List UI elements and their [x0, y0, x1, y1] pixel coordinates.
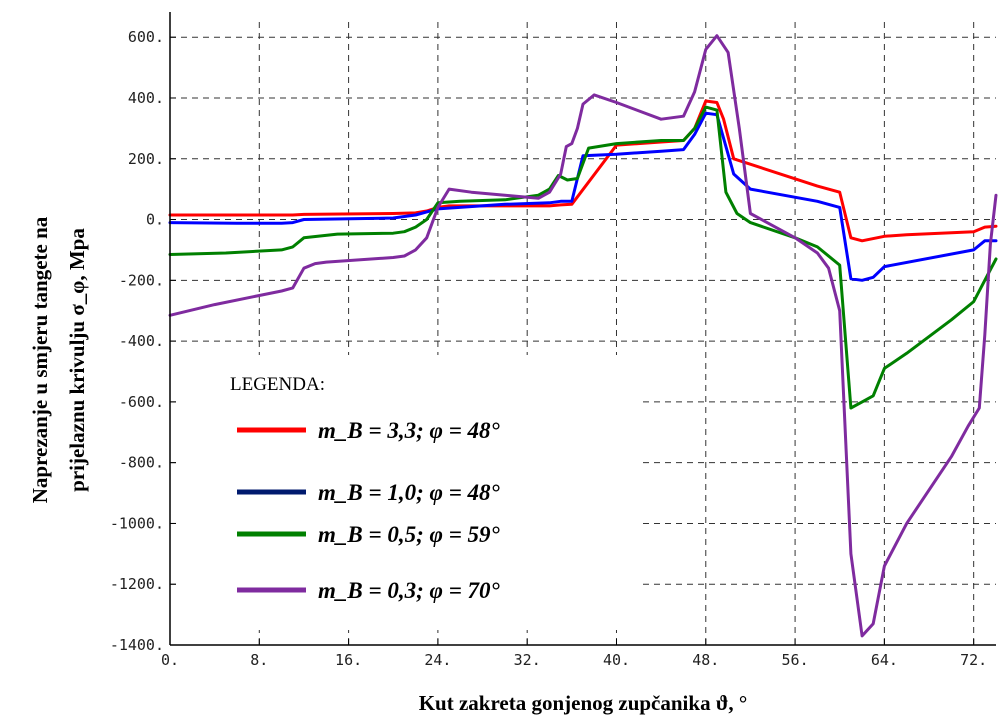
legend-items: m_B = 3,3; φ = 48° m_B = 1,0; φ = 48° m_B …: [237, 418, 501, 603]
y-tick-label: 400.: [128, 89, 164, 107]
legend-label-2: m_B = 1,0; φ = 48°: [318, 480, 501, 505]
x-tick-label: 64.: [871, 651, 898, 669]
x-tick-label: 24.: [424, 651, 451, 669]
y-tick-label: 600.: [128, 28, 164, 46]
x-tick-label: 16.: [335, 651, 362, 669]
y-axis-title-line2: prijelaznu krivulju σ_φ, Mpa: [65, 228, 89, 492]
x-tick-label: 8.: [250, 651, 268, 669]
x-tick-label: 72.: [960, 651, 987, 669]
legend-title: LEGENDA:: [230, 374, 325, 395]
x-tick-label: 48.: [692, 651, 719, 669]
series-line-2: [168, 111, 998, 282]
y-tick-label: -800.: [119, 454, 164, 472]
y-tick-label: -1200.: [110, 575, 164, 593]
axes: [169, 12, 996, 646]
x-tick-label: 40.: [603, 651, 630, 669]
x-axis-title: Kut zakreta gonjenog zupčanika ϑ, °: [419, 691, 748, 715]
y-tick-label: 200.: [128, 150, 164, 168]
series-lines: [168, 34, 998, 638]
y-tick-label: -1000.: [110, 514, 164, 532]
y-tick-label: -1400.: [110, 636, 164, 654]
series-line-3: [168, 105, 998, 410]
tick-labels: 600. 400. 200. 0. -200. -400. -600. -800. -1000.…: [110, 28, 987, 669]
x-tick-label: 56.: [782, 651, 809, 669]
legend: LEGENDA: m_B = 3,3; φ = 48° m_B = 1,0; φ …: [180, 355, 640, 630]
legend-label-1: m_B = 3,3; φ = 48°: [318, 418, 501, 443]
series-line-4: [168, 34, 998, 638]
y-tick-label: -200.: [119, 271, 164, 289]
x-tick-label: 0.: [161, 651, 179, 669]
y-tick-label: -600.: [119, 393, 164, 411]
x-tick-label: 32.: [514, 651, 541, 669]
legend-label-3: m_B = 0,5; φ = 59°: [318, 522, 501, 547]
y-tick-label: 0.: [146, 211, 164, 229]
y-tick-label: -400.: [119, 332, 164, 350]
y-axis-title-line1: Naprezanje u smjeru tangete na: [28, 216, 52, 503]
legend-label-4: m_B = 0,3; φ = 70°: [318, 578, 501, 603]
